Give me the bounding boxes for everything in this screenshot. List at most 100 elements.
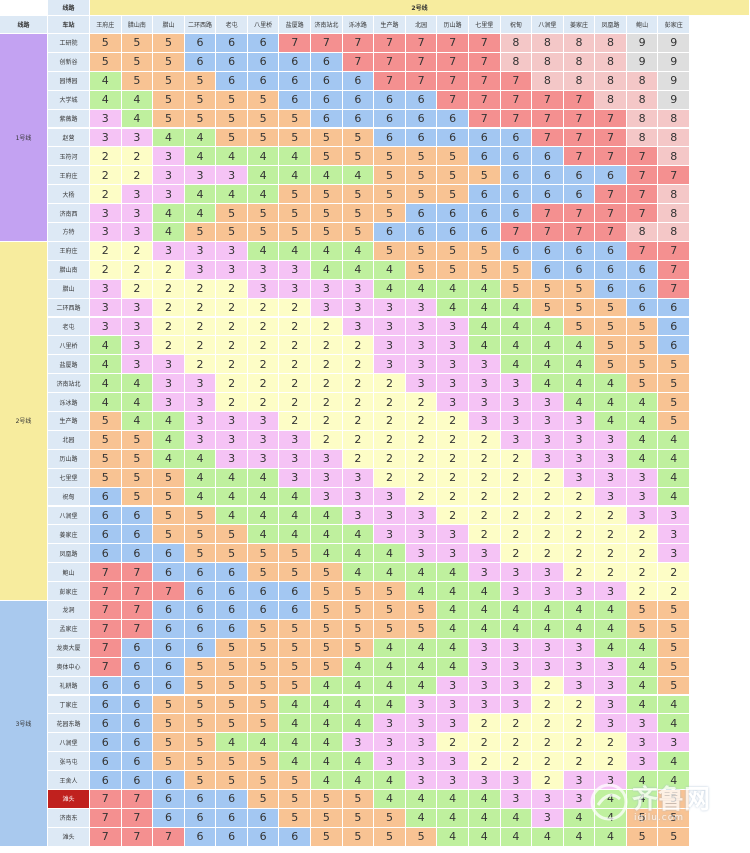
fare-cell: 3: [247, 412, 280, 431]
fare-cell: 2: [500, 487, 533, 507]
fare-cell: 6: [437, 204, 469, 223]
fare-cell: 6: [279, 52, 312, 72]
fare-cell: 7: [595, 109, 627, 129]
fare-cell: 3: [121, 128, 154, 148]
fare-cell: 6: [90, 733, 122, 753]
fare-cell: 3: [532, 393, 564, 412]
fare-cell: 4: [626, 412, 659, 431]
fare-cell: 2: [563, 752, 596, 772]
fare-cell: 4: [153, 449, 185, 469]
fare-cell: 5: [626, 355, 659, 375]
fare-cell: 4: [468, 808, 501, 828]
fare-cell: 6: [216, 582, 248, 601]
fare-cell: 5: [184, 109, 217, 129]
fare-cell: 2: [500, 714, 533, 734]
fare-cell: 2: [342, 412, 375, 431]
fare-cell: 5: [279, 109, 312, 129]
fare-cell: 6: [216, 52, 248, 72]
fare-cell: 4: [121, 393, 154, 412]
fare-cell: 5: [216, 676, 248, 696]
fare-cell: 4: [468, 601, 501, 620]
fare-cell: 4: [342, 241, 375, 261]
fare-cell: 2: [532, 695, 564, 715]
fare-cell: 5: [374, 601, 406, 620]
fare-cell: 4: [279, 147, 312, 167]
fare-cell: 2: [374, 393, 406, 412]
fare-cell: 2: [342, 449, 375, 469]
fare-cell: 3: [437, 771, 469, 790]
fare-cell: 4: [563, 336, 596, 356]
fare-cell: 5: [247, 790, 280, 809]
fare-cell: 4: [658, 714, 691, 734]
fare-cell: 4: [247, 487, 280, 507]
fare-cell: 5: [311, 223, 343, 242]
fare-cell: 7: [405, 71, 438, 91]
fare-cell: 4: [532, 601, 564, 620]
fare-cell: 3: [405, 695, 438, 715]
fare-cell: 3: [437, 676, 469, 696]
fare-cell: 5: [279, 204, 312, 223]
fare-cell: 4: [374, 260, 406, 280]
fare-cell: 2: [405, 449, 438, 469]
fare-cell: 7: [121, 808, 154, 828]
fare-cell: 5: [342, 827, 375, 847]
row-station-label: 老屯: [48, 317, 90, 337]
fare-cell: 5: [90, 449, 122, 469]
column-header: 八里桥: [247, 16, 280, 34]
fare-cell: 5: [216, 204, 248, 223]
fare-cell: 3: [405, 374, 438, 394]
fare-cell: 4: [595, 827, 627, 847]
fare-cell: 4: [563, 619, 596, 639]
fare-cell: 6: [153, 544, 185, 564]
fare-cell: 4: [658, 752, 691, 772]
fare-cell: 5: [311, 638, 343, 658]
fare-cell: 4: [342, 676, 375, 696]
fare-cell: 4: [658, 468, 691, 488]
fare-cell: 6: [121, 752, 154, 772]
fare-cell: 2: [532, 771, 564, 790]
fare-cell: 3: [374, 298, 406, 318]
fare-cell: 5: [658, 638, 691, 658]
fare-cell: 2: [405, 393, 438, 412]
fare-cell: 2: [247, 374, 280, 394]
fare-cell: 6: [247, 582, 280, 601]
fare-cell: 3: [500, 638, 533, 658]
fare-cell: 6: [90, 676, 122, 696]
fare-cell: 3: [500, 676, 533, 696]
fare-cell: 4: [311, 714, 343, 734]
fare-cell: 7: [90, 563, 122, 583]
row-station-label: 腊山: [48, 279, 90, 299]
fare-cell: 7: [563, 109, 596, 129]
fare-cell: 2: [121, 241, 154, 261]
fare-cell: 4: [342, 752, 375, 772]
column-header: 盐厦路: [279, 16, 312, 34]
fare-cell: 4: [532, 827, 564, 847]
fare-cell: 3: [90, 298, 122, 318]
fare-cell: 2: [500, 449, 533, 469]
fare-cell: 4: [342, 695, 375, 715]
column-header: 腊山: [153, 16, 185, 34]
fare-cell: 4: [311, 241, 343, 261]
fare-cell: 4: [184, 449, 217, 469]
row-station-label: 济南西: [48, 204, 90, 223]
fare-cell: 4: [311, 506, 343, 526]
fare-cell: 2: [626, 582, 659, 601]
fare-cell: 4: [342, 525, 375, 545]
fare-cell: 2: [405, 430, 438, 450]
fare-cell: 4: [247, 468, 280, 488]
fare-cell: 3: [563, 449, 596, 469]
fare-cell: 4: [626, 393, 659, 412]
fare-cell: 5: [595, 355, 627, 375]
fare-cell: 3: [532, 449, 564, 469]
fare-cell: 7: [626, 147, 659, 167]
fare-cell: 5: [311, 619, 343, 639]
row-station-label: 紫薇路: [48, 109, 90, 129]
fare-cell: 2: [437, 487, 469, 507]
column-header: 凤凰路: [595, 16, 627, 34]
column-header: 济南站北: [311, 16, 343, 34]
column-header: 七里堡: [468, 16, 501, 34]
fare-cell: 3: [374, 355, 406, 375]
fare-cell: 5: [311, 204, 343, 223]
fare-cell: 8: [658, 223, 691, 242]
